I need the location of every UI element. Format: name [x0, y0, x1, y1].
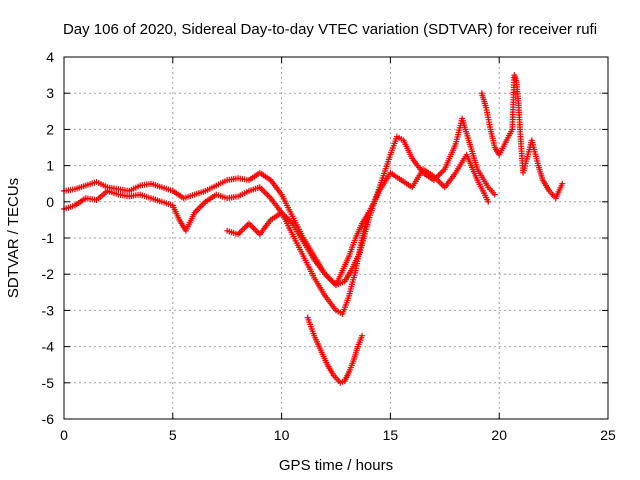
x-tick-label: 5 — [169, 427, 177, 443]
y-tick-label: -2 — [42, 266, 55, 282]
y-tick-labels: -6 -5 -4 -3 -2 -1 0 1 2 3 4 — [42, 49, 55, 427]
series-track-b — [61, 151, 492, 317]
y-tick-label: 1 — [46, 158, 54, 174]
y-tick-label: 3 — [46, 85, 54, 101]
series-track-d — [224, 209, 372, 289]
y-tick-label: -3 — [42, 302, 55, 318]
x-tick-label: 15 — [383, 427, 399, 443]
x-tick-label: 10 — [274, 427, 290, 443]
grid — [64, 57, 608, 419]
data-point — [359, 332, 366, 339]
x-axis-label: GPS time / hours — [279, 457, 393, 474]
plot-frame — [63, 56, 609, 420]
chart-title: Day 106 of 2020, Sidereal Day-to-day VTE… — [63, 21, 597, 38]
data-point — [491, 191, 498, 198]
series-track-c — [304, 314, 366, 386]
y-tick-label: 4 — [46, 49, 54, 65]
x-tick-label: 0 — [60, 427, 68, 443]
x-tick-labels: 0 5 10 15 20 25 — [60, 427, 616, 443]
x-tick-label: 25 — [600, 427, 616, 443]
y-tick-label: 0 — [46, 194, 54, 210]
data-point — [365, 209, 372, 216]
data-point — [559, 180, 566, 187]
y-tick-label: -6 — [42, 411, 55, 427]
y-tick-label: 2 — [46, 121, 54, 137]
x-tick-label: 20 — [491, 427, 507, 443]
data-point — [485, 198, 492, 205]
y-axis-label: SDTVAR / TECUs — [5, 178, 22, 298]
series-track-e — [478, 72, 566, 202]
y-tick-label: -4 — [42, 339, 55, 355]
data-markers — [61, 72, 566, 386]
y-tick-label: -5 — [42, 375, 55, 391]
y-tick-label: -1 — [42, 230, 55, 246]
